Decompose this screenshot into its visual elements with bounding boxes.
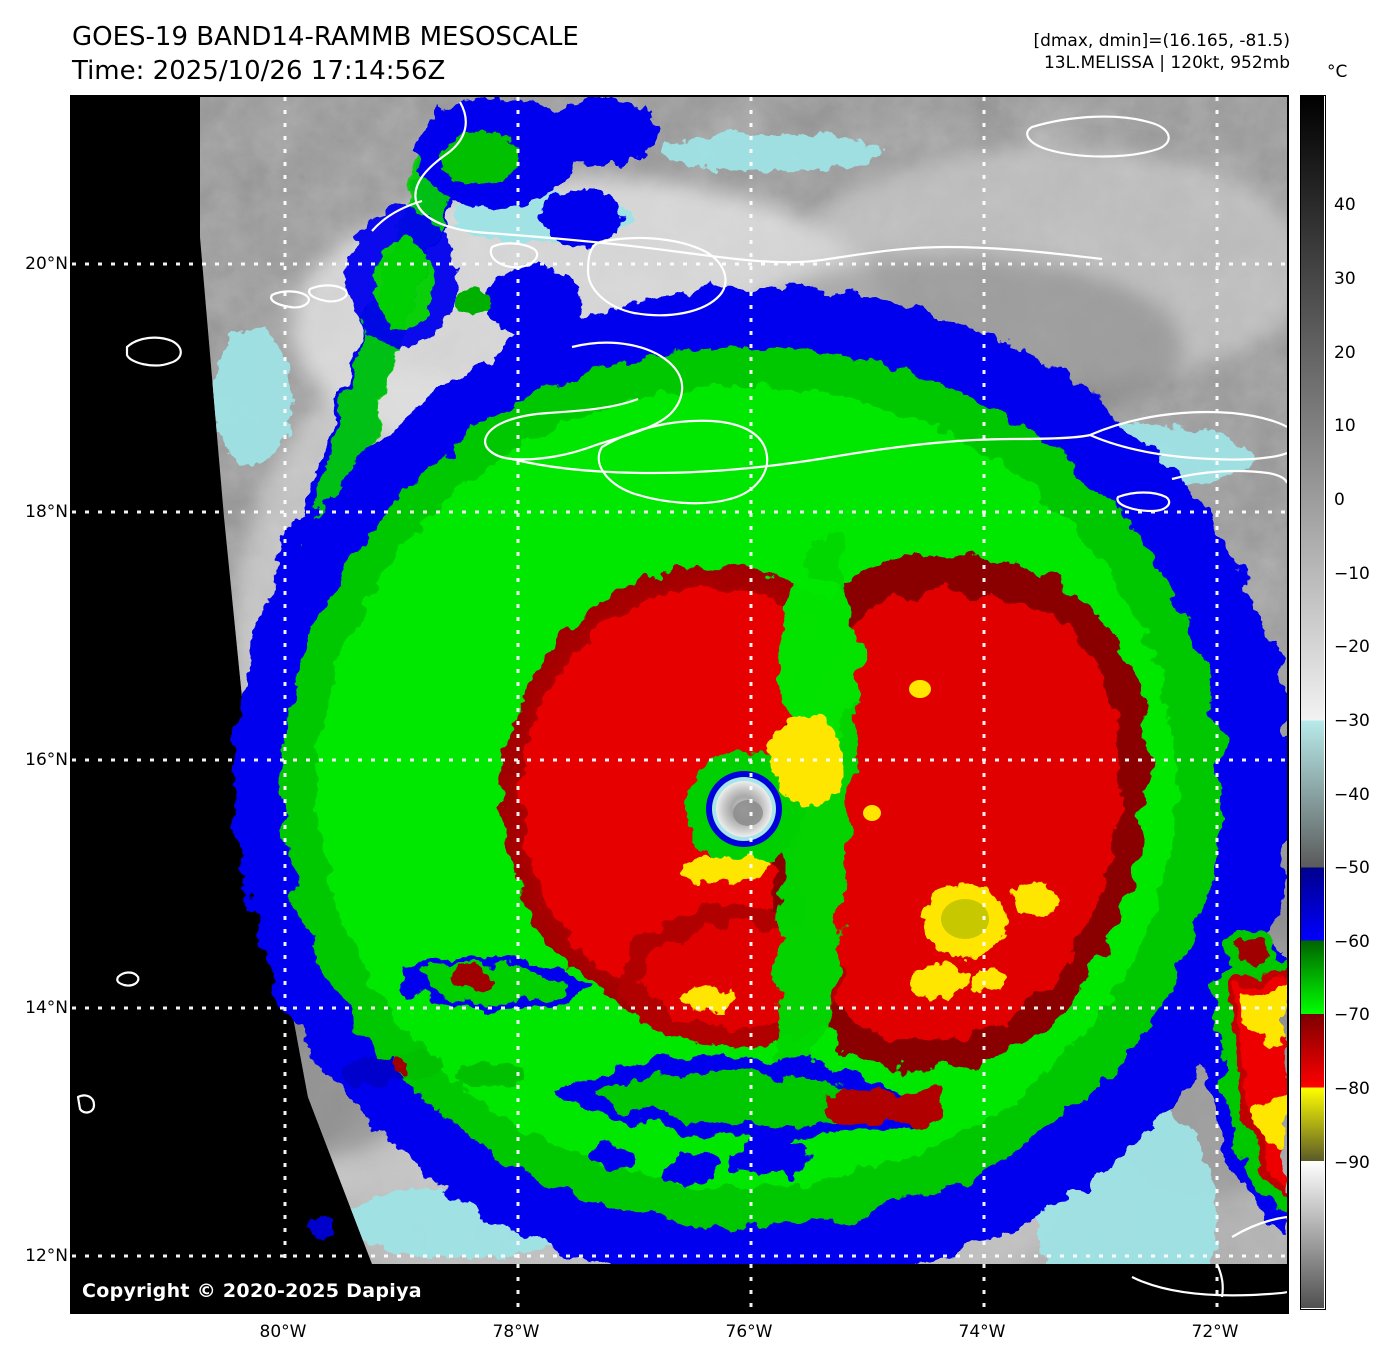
storm-intensity-readout: 13L.MELISSA | 120kt, 952mb [1043, 53, 1290, 74]
y-tick-label: 14°N [25, 998, 68, 1018]
colorbar-gradient [1301, 96, 1324, 1308]
colorbar-tick-label: −30 [1334, 710, 1370, 731]
colorbar-tick-label: −40 [1334, 784, 1370, 805]
x-tick-label: 72°W [1191, 1322, 1239, 1342]
x-tick-label: 74°W [958, 1322, 1006, 1342]
coastline-overlay [76, 101, 1287, 1312]
cuba-coastline [484, 341, 1091, 475]
y-tick-label: 20°N [25, 254, 68, 274]
colorbar-tick-label: −60 [1334, 931, 1370, 952]
colorbar-tick-label: −90 [1334, 1152, 1370, 1173]
colorbar-tick-label: −20 [1334, 637, 1370, 658]
product-title: GOES-19 BAND14-RAMMB MESOSCALE [72, 22, 579, 52]
y-tick-label: 16°N [25, 750, 68, 770]
colorbar-tick-label: 30 [1334, 269, 1356, 290]
x-tick-label: 76°W [725, 1322, 773, 1342]
y-tick-label: 18°N [25, 502, 68, 522]
metadata-block: [dmax, dmin]=(16.165, -81.5) 13L.MELISSA… [1033, 30, 1290, 74]
y-tick-label: 12°N [25, 1246, 68, 1266]
infrared-brightness-temperature-raster [72, 97, 1287, 1312]
observation-time: Time: 2025/10/26 17:14:56Z [72, 56, 446, 87]
colorbar-tick-label: 40 [1334, 195, 1356, 216]
colorbar-tick-label: 0 [1334, 490, 1345, 510]
page-title: GOES-19 BAND14-RAMMB MESOSCALE Time: 202… [72, 20, 579, 89]
dmax-dmin-readout: [dmax, dmin]=(16.165, -81.5) [1033, 31, 1290, 51]
copyright-notice: Copyright © 2020-2025 Dapiya [82, 1280, 422, 1302]
temperature-colorbar[interactable] [1300, 95, 1326, 1310]
colorbar-tick-label: −70 [1334, 1005, 1370, 1026]
colorbar-tick-label: −10 [1334, 563, 1370, 584]
colorbar-unit-label: °C [1327, 62, 1348, 82]
colorbar-tick-label: −80 [1334, 1079, 1370, 1100]
colorbar-tick-label: −50 [1334, 858, 1370, 879]
x-tick-label: 80°W [259, 1322, 307, 1342]
colorbar-tick-label: 20 [1334, 342, 1356, 363]
colorbar-tick-label: 10 [1334, 416, 1356, 437]
x-tick-label: 78°W [492, 1322, 540, 1342]
satellite-imagery-plot[interactable]: Copyright © 2020-2025 Dapiya [70, 95, 1289, 1314]
